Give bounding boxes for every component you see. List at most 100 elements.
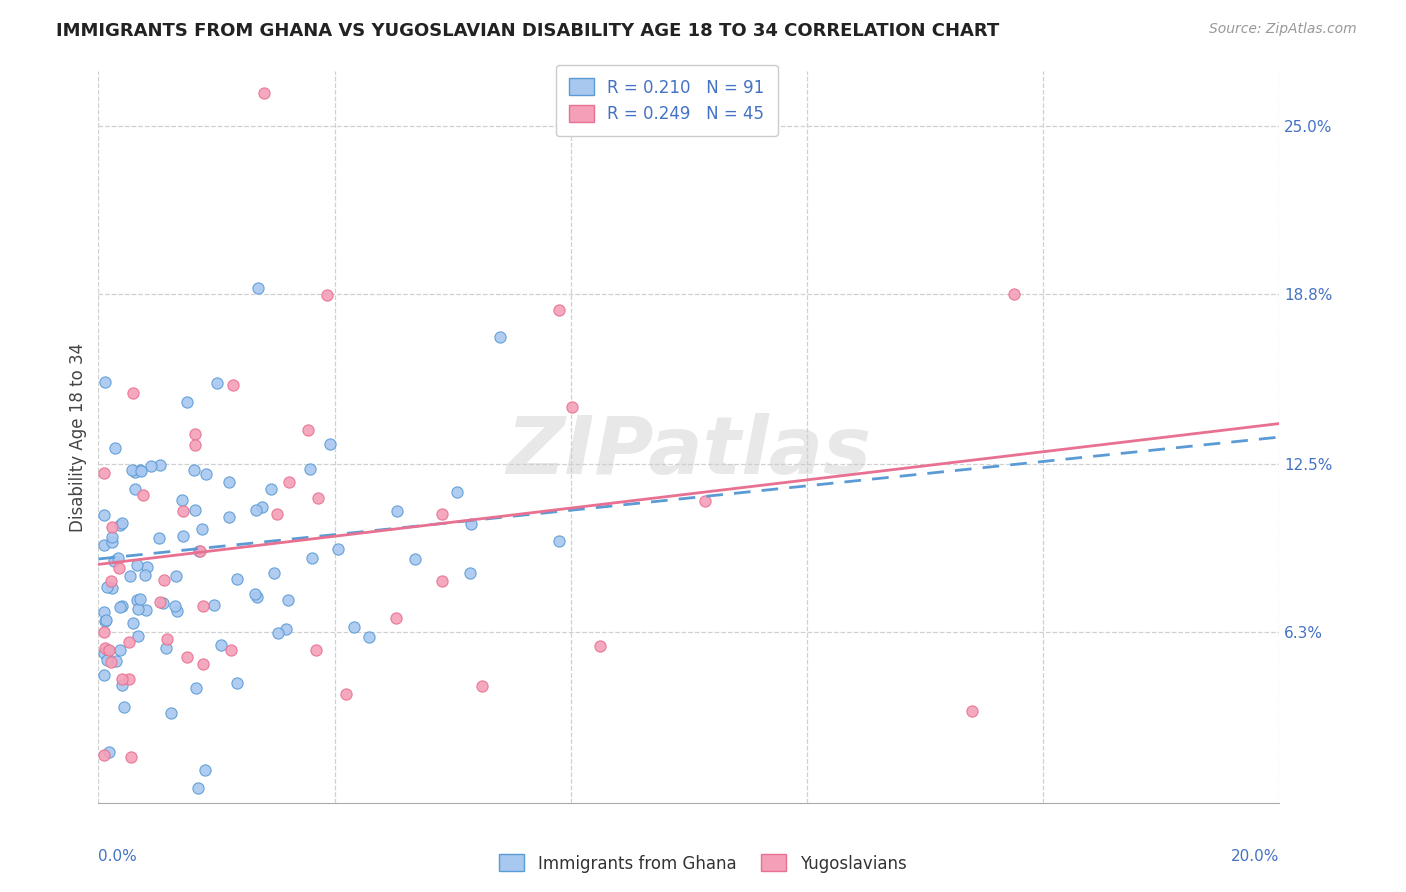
Point [589,639,612,653]
Point [107,561,129,575]
Point [97,643,120,657]
Point [695,494,717,508]
Point [118,672,141,686]
Point [149,594,172,608]
Point [129,463,152,477]
Point [93,466,115,480]
Point [1002,286,1025,301]
Point [184,426,207,441]
Text: Source: ZipAtlas.com: Source: ZipAtlas.com [1209,22,1357,37]
Point [93,605,115,619]
Point [100,574,122,588]
Point [93,668,115,682]
Point [170,493,193,508]
Point [359,630,381,644]
Point [218,509,240,524]
Point [111,673,134,687]
Point [129,464,152,478]
Point [135,559,157,574]
Point [94,613,117,627]
Point [100,534,122,549]
Point [94,375,117,389]
Text: 20.0%: 20.0% [1232,849,1279,863]
Point [108,599,131,614]
Point [172,504,194,518]
Point [124,482,146,496]
Point [305,643,328,657]
Point [209,638,232,652]
Point [166,603,188,617]
Point [319,437,342,451]
Point [132,488,155,502]
Point [93,641,115,656]
Point [176,395,198,409]
Point [548,302,571,317]
Point [184,438,207,452]
Point [188,544,211,558]
Point [120,750,142,764]
Point [129,591,152,606]
Point [471,679,494,693]
Point [184,681,207,695]
Point [108,643,131,657]
Point [446,484,468,499]
Point [385,610,408,624]
Point [222,378,245,392]
Point [385,504,408,518]
Point [245,587,267,601]
Point [335,688,357,702]
Y-axis label: Disability Age 18 to 34: Disability Age 18 to 34 [69,343,87,532]
Point [103,441,125,455]
Point [274,622,297,636]
Point [548,533,571,548]
Point [962,704,984,718]
Point [152,597,174,611]
Point [301,550,323,565]
Point [205,376,228,390]
Point [96,580,118,594]
Point [176,650,198,665]
Point [125,558,148,573]
Point [103,554,125,568]
Point [121,463,143,477]
Point [98,745,121,759]
Point [298,461,321,475]
Point [160,706,183,720]
Point [191,522,214,536]
Point [277,593,299,607]
Point [226,572,249,586]
Point [458,566,481,580]
Point [135,603,157,617]
Point [307,491,329,506]
Point [125,593,148,607]
Point [111,678,134,692]
Point [107,550,129,565]
Point [118,634,141,648]
Point [127,602,149,616]
Point [489,330,512,344]
Point [122,386,145,401]
Point [260,482,283,496]
Point [112,699,135,714]
Text: IMMIGRANTS FROM GHANA VS YUGOSLAVIAN DISABILITY AGE 18 TO 34 CORRELATION CHART: IMMIGRANTS FROM GHANA VS YUGOSLAVIAN DIS… [56,22,1000,40]
Point [297,423,319,437]
Legend: Immigrants from Ghana, Yugoslavians: Immigrants from Ghana, Yugoslavians [494,847,912,880]
Point [97,642,120,657]
Point [149,458,172,472]
Point [263,566,285,580]
Point [105,654,128,668]
Point [100,520,122,534]
Point [267,626,290,640]
Point [245,503,267,517]
Point [110,516,132,530]
Point [124,465,146,479]
Point [172,529,194,543]
Point [134,568,156,582]
Point [108,518,131,533]
Legend: R = 0.210   N = 91, R = 0.249   N = 45: R = 0.210 N = 91, R = 0.249 N = 45 [555,65,778,136]
Point [127,629,149,643]
Point [96,653,118,667]
Point [93,747,115,762]
Point [111,599,134,614]
Point [430,574,453,588]
